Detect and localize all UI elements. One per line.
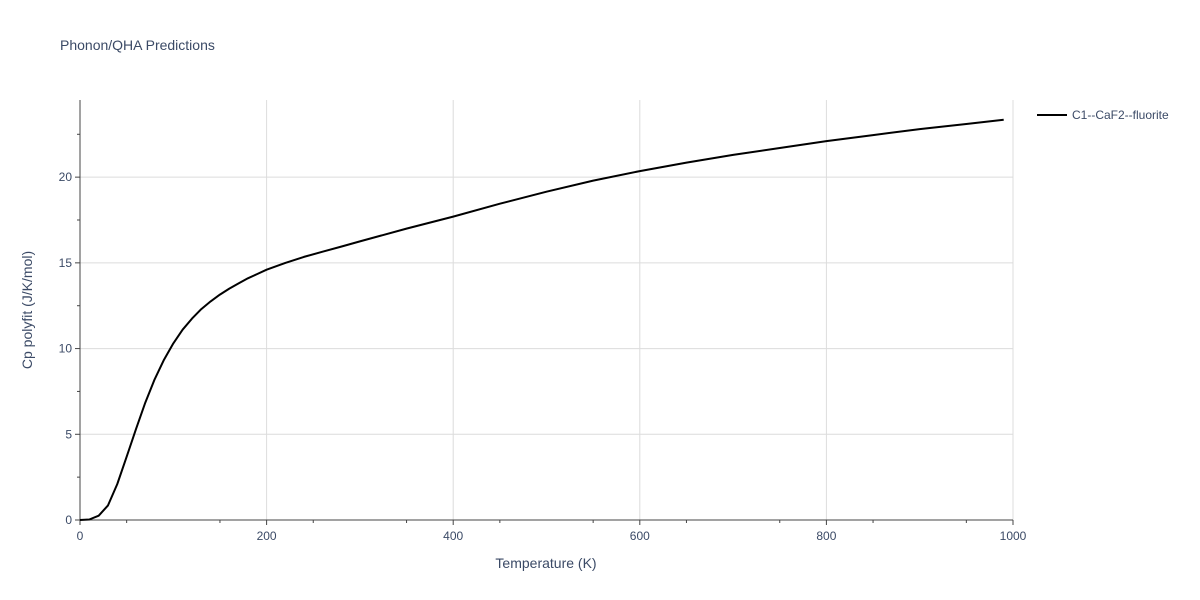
x-tick-label: 1000 <box>1000 529 1027 543</box>
x-tick-label: 800 <box>816 529 836 543</box>
x-tick-label: 600 <box>630 529 650 543</box>
legend: C1--CaF2--fluorite <box>1037 108 1169 122</box>
x-tick-label: 400 <box>443 529 463 543</box>
y-tick-label: 5 <box>65 427 72 441</box>
y-tick-label: 15 <box>59 256 73 270</box>
legend-label: C1--CaF2--fluorite <box>1072 108 1169 122</box>
x-tick-label: 0 <box>77 529 84 543</box>
series-layer <box>79 118 1004 521</box>
chart-title: Phonon/QHA Predictions <box>60 37 215 53</box>
y-tick-label: 0 <box>65 513 72 527</box>
x-axis-title: Temperature (K) <box>495 555 596 571</box>
grid-layer <box>80 100 1014 520</box>
series-line <box>79 118 1004 521</box>
y-tick-label: 20 <box>59 170 73 184</box>
axes-layer: 0 200 400 600 800 1000 0 5 10 15 20 <box>59 100 1027 543</box>
y-axis-title: Cp polyfit (J/K/mol) <box>19 251 35 369</box>
y-tick-label: 10 <box>59 342 73 356</box>
x-tick-label: 200 <box>257 529 277 543</box>
